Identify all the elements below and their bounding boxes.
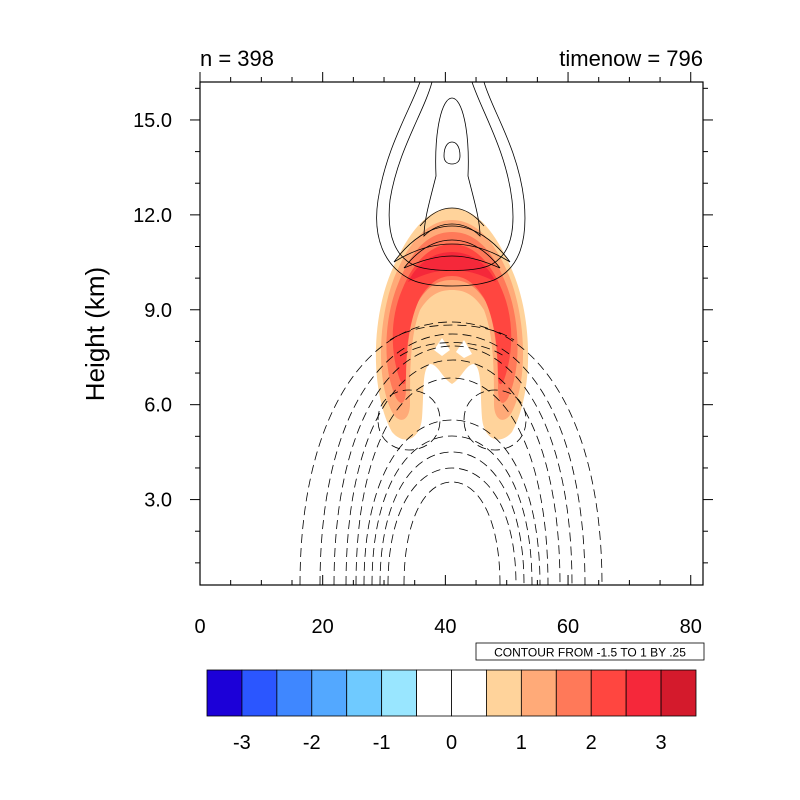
contour-dashed-outer	[319, 333, 586, 585]
colorbar-swatch	[206, 669, 243, 717]
colorbar-label: 0	[446, 732, 457, 754]
colorbar-swatch	[346, 669, 383, 717]
x-tick-label: 80	[680, 616, 702, 638]
colorbar-swatch	[311, 669, 348, 717]
colorbar-label: 1	[516, 732, 527, 754]
contour-lines	[376, 82, 526, 287]
colorbar-label: -1	[373, 732, 391, 754]
contour-solid-5	[393, 225, 511, 263]
contour-solid-1	[376, 82, 526, 287]
contour-dashed-inner	[387, 467, 517, 585]
contour-solid-4	[443, 141, 461, 165]
contour-info-text: CONTOUR FROM -1.5 TO 1 BY .25	[494, 646, 686, 660]
title-left: n = 398	[200, 46, 274, 71]
colorbar-label: -3	[233, 732, 251, 754]
x-tick-label: 0	[194, 616, 205, 638]
fill-level-5	[408, 252, 496, 282]
y-tick-label: 3.0	[144, 490, 172, 512]
y-tick-label: 9.0	[144, 300, 172, 322]
contour-info-box	[475, 642, 705, 661]
dashed-contours	[299, 321, 603, 585]
x-tick-label: 20	[312, 616, 334, 638]
contour-dashed-upper	[389, 324, 515, 341]
y-tick-label: 12.0	[133, 205, 172, 227]
colorbar-swatch	[276, 669, 313, 717]
y-tick-label: 15.0	[133, 110, 172, 132]
colorbar-label: 2	[586, 732, 597, 754]
contour-dashed-outer	[345, 359, 561, 585]
x-tick-label: 40	[434, 616, 456, 638]
colorbar-swatch	[241, 669, 278, 717]
colorbar-swatch	[625, 669, 662, 717]
colorbar	[206, 669, 697, 717]
contour-solid-7	[419, 207, 485, 227]
colorbar-swatch	[381, 669, 417, 717]
colorbar-swatch	[416, 669, 452, 717]
y-axis-label: Height (km)	[80, 267, 110, 401]
contour-dashed-lobe	[377, 389, 441, 451]
contour-dashed-outer	[333, 345, 573, 585]
plot-frame	[199, 81, 704, 586]
contour-solid-6	[403, 239, 501, 269]
colorbar-swatch	[451, 669, 487, 717]
axis-tick-labels: 0 20 40 60 80 3.0 6.0 9.0 12.0 15.0	[133, 110, 702, 638]
contour-dashed-inner	[403, 481, 501, 585]
colorbar-label: -2	[303, 732, 321, 754]
colorbar-swatch	[660, 669, 697, 717]
fill-hole-right	[456, 340, 472, 358]
colorbar-swatch	[590, 669, 627, 717]
colorbar-labels: -3 -2 -1 0 1 2 3	[233, 732, 667, 754]
contour-dashed-inner	[371, 435, 533, 585]
y-tick-label: 6.0	[144, 395, 172, 417]
colorbar-swatch	[520, 669, 557, 717]
contour-dashed-inner	[379, 451, 525, 585]
colorbar-swatch	[486, 669, 522, 717]
axis-ticks	[190, 72, 713, 585]
contour-dashed-lobe	[463, 389, 527, 451]
contour-solid-3	[423, 97, 481, 237]
anomaly-fill-field	[375, 208, 529, 440]
contour-dashed-inner	[363, 419, 541, 585]
x-tick-label: 60	[557, 616, 579, 638]
fill-level-4	[392, 244, 512, 385]
colorbar-label: 3	[656, 732, 667, 754]
title-right: timenow = 796	[559, 46, 703, 71]
contour-solid-2	[388, 82, 514, 271]
colorbar-swatch	[555, 669, 592, 717]
